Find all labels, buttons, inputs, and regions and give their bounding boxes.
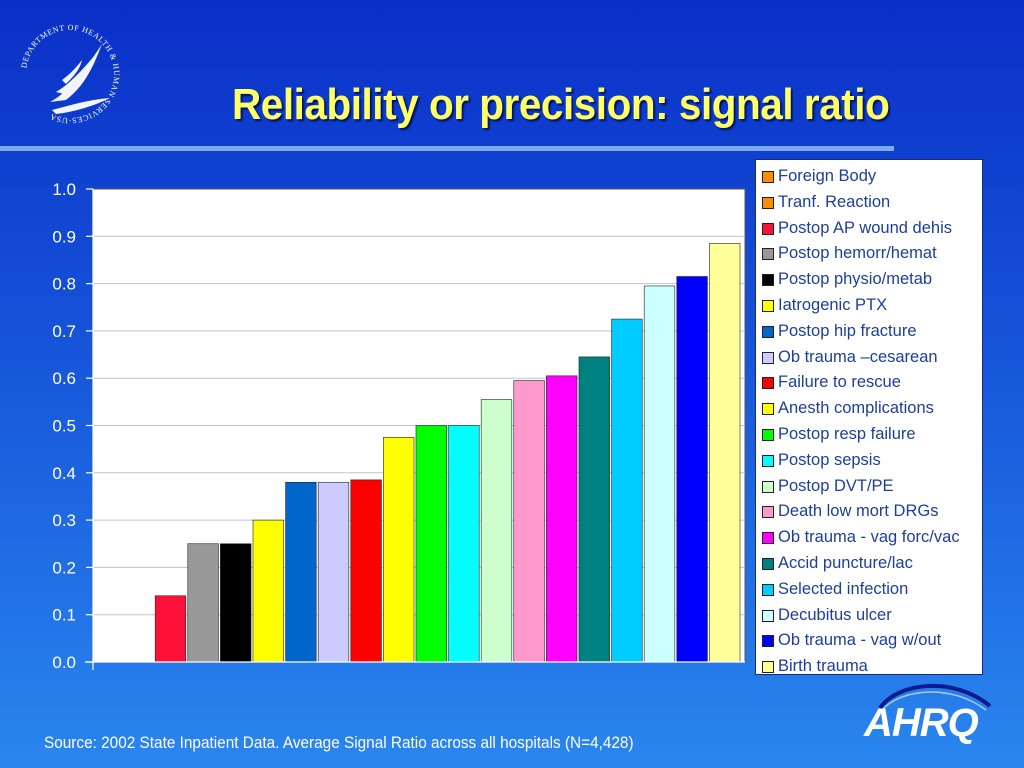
- legend-swatch: [762, 454, 774, 467]
- legend-label: Postop hemorr/hemat: [778, 244, 937, 263]
- legend-item: Selected infection: [756, 577, 982, 603]
- y-tick-label: 0.0: [52, 653, 76, 672]
- legend-label: Death low mort DRGs: [778, 502, 939, 521]
- bar-postop-sepsis: [448, 425, 480, 663]
- bar-postop-dvt-pe: [480, 399, 513, 663]
- legend-swatch: [762, 506, 774, 519]
- bar-accid-puncture-lac: [578, 356, 610, 663]
- bar-postop-ap-wound-dehis: [154, 595, 187, 663]
- legend-item: Death low mort DRGs: [756, 499, 982, 525]
- legend-item: Postop AP wound dehis: [756, 216, 982, 242]
- bar-selected-infection: [611, 318, 643, 663]
- bar-chart: 0.0 0.1 0.2 0.3 0.4 0.5 0.6 0.7 0.8 0.9 1.0: [52, 180, 746, 672]
- legend-swatch: [762, 196, 774, 209]
- legend-item: Birth trauma: [756, 654, 982, 680]
- legend-label: Ob trauma –cesarean: [778, 347, 938, 366]
- legend-label: Postop hip fracture: [778, 321, 917, 340]
- y-tick-label: 0.8: [52, 275, 76, 294]
- legend-item: Tranf. Reaction: [756, 190, 982, 216]
- ahrq-logo: AHRQ: [863, 684, 992, 744]
- legend-item: Anesth complications: [756, 396, 982, 422]
- y-tick-label: 0.1: [52, 606, 76, 625]
- bar-postop-physio-metab: [220, 543, 252, 663]
- legend-swatch: [762, 248, 774, 261]
- legend-swatch: [762, 377, 774, 390]
- legend-swatch: [762, 609, 774, 622]
- legend-swatch: [762, 274, 774, 287]
- y-tick-label: 0.4: [52, 464, 76, 483]
- legend-swatch: [762, 222, 774, 235]
- bar-postop-hemorr-hemat: [187, 543, 219, 663]
- legend-label: Tranf. Reaction: [778, 192, 891, 211]
- y-tick-label: 0.2: [52, 558, 76, 577]
- bar-ob-trauma-vag-w-out: [676, 276, 708, 663]
- y-tick-label: 1.0: [52, 180, 76, 199]
- legend-item: Postop resp failure: [756, 422, 982, 448]
- legend-item: Iatrogenic PTX: [756, 293, 982, 319]
- y-tick-label: 0.7: [52, 322, 76, 341]
- legend-label: Decubitus ulcer: [778, 605, 892, 624]
- legend-swatch: [762, 583, 774, 596]
- legend-item: Postop hip fracture: [756, 319, 982, 345]
- ahrq-logo-text: AHRQ: [863, 701, 979, 744]
- legend-label: Failure to rescue: [778, 373, 901, 392]
- title-divider: [0, 146, 894, 151]
- y-tick-label: 0.5: [52, 417, 76, 436]
- legend-item: Postop DVT/PE: [756, 474, 982, 500]
- bar-birth-trauma: [709, 243, 741, 663]
- legend-swatch: [762, 635, 774, 648]
- legend-swatch: [762, 351, 774, 364]
- legend-swatch: [762, 661, 774, 674]
- bar-iatrogenic-ptx: [252, 519, 284, 663]
- bar-ob-trauma-vag-forc-vac: [546, 375, 578, 663]
- legend-swatch: [762, 171, 774, 183]
- legend-swatch: [762, 557, 774, 570]
- legend-swatch: [762, 403, 774, 416]
- legend-item: Failure to rescue: [756, 370, 982, 396]
- legend-item: Postop hemorr/hemat: [756, 241, 982, 267]
- legend-label: Accid puncture/lac: [778, 553, 913, 572]
- legend-label: Postop sepsis: [778, 450, 881, 469]
- legend-swatch: [762, 532, 774, 545]
- legend-item: Decubitus ulcer: [756, 603, 982, 629]
- legend-item: Postop sepsis: [756, 448, 982, 474]
- legend-label: Postop DVT/PE: [778, 476, 894, 495]
- bar-anesth-complications: [383, 437, 415, 663]
- legend-swatch: [762, 299, 774, 312]
- legend-label: Postop resp failure: [778, 424, 916, 443]
- y-tick-label: 0.6: [52, 369, 76, 388]
- legend-swatch: [762, 325, 774, 338]
- chart-legend: Foreign Body Tranf. Reaction Postop AP wou…: [755, 159, 983, 675]
- legend-label: Birth trauma: [778, 657, 868, 676]
- hhs-seal-logo: DEPARTMENT OF HEALTH & HUMAN SERVICES·US…: [19, 23, 120, 125]
- bar-death-low-mort-drgs: [513, 380, 545, 663]
- legend-swatch: [762, 428, 774, 441]
- legend-label: Postop AP wound dehis: [778, 218, 952, 237]
- bar-failure-to-rescue: [350, 479, 382, 663]
- bar-postop-resp-failure: [415, 425, 447, 663]
- legend-item: Postop physio/metab: [756, 267, 982, 293]
- legend-item: Foreign Body: [756, 164, 982, 190]
- legend-item: Ob trauma - vag forc/vac: [756, 525, 982, 551]
- slide-title: Reliability or precision: signal ratio: [232, 80, 890, 129]
- bar-postop-hip-fracture: [285, 481, 317, 663]
- legend-label: Ob trauma - vag w/out: [778, 631, 942, 650]
- bar-ob-trauma-cesarean: [317, 481, 350, 663]
- legend-label: Ob trauma - vag forc/vac: [778, 528, 960, 547]
- legend-label: Anesth complications: [778, 399, 934, 418]
- y-tick-label: 0.3: [52, 511, 76, 530]
- bar-decubitus-ulcer: [643, 285, 676, 663]
- legend-label: Postop physio/metab: [778, 270, 933, 289]
- legend-item: Accid puncture/lac: [756, 551, 982, 577]
- legend-label: Iatrogenic PTX: [778, 295, 888, 314]
- legend-item: Ob trauma - vag w/out: [756, 628, 982, 654]
- source-note: Source: 2002 State Inpatient Data. Avera…: [44, 734, 634, 752]
- legend-label: Foreign Body: [778, 167, 877, 185]
- legend-label: Selected infection: [778, 579, 909, 598]
- legend-swatch: [762, 480, 774, 493]
- y-tick-label: 0.9: [52, 227, 76, 246]
- legend-item: Ob trauma –cesarean: [756, 345, 982, 371]
